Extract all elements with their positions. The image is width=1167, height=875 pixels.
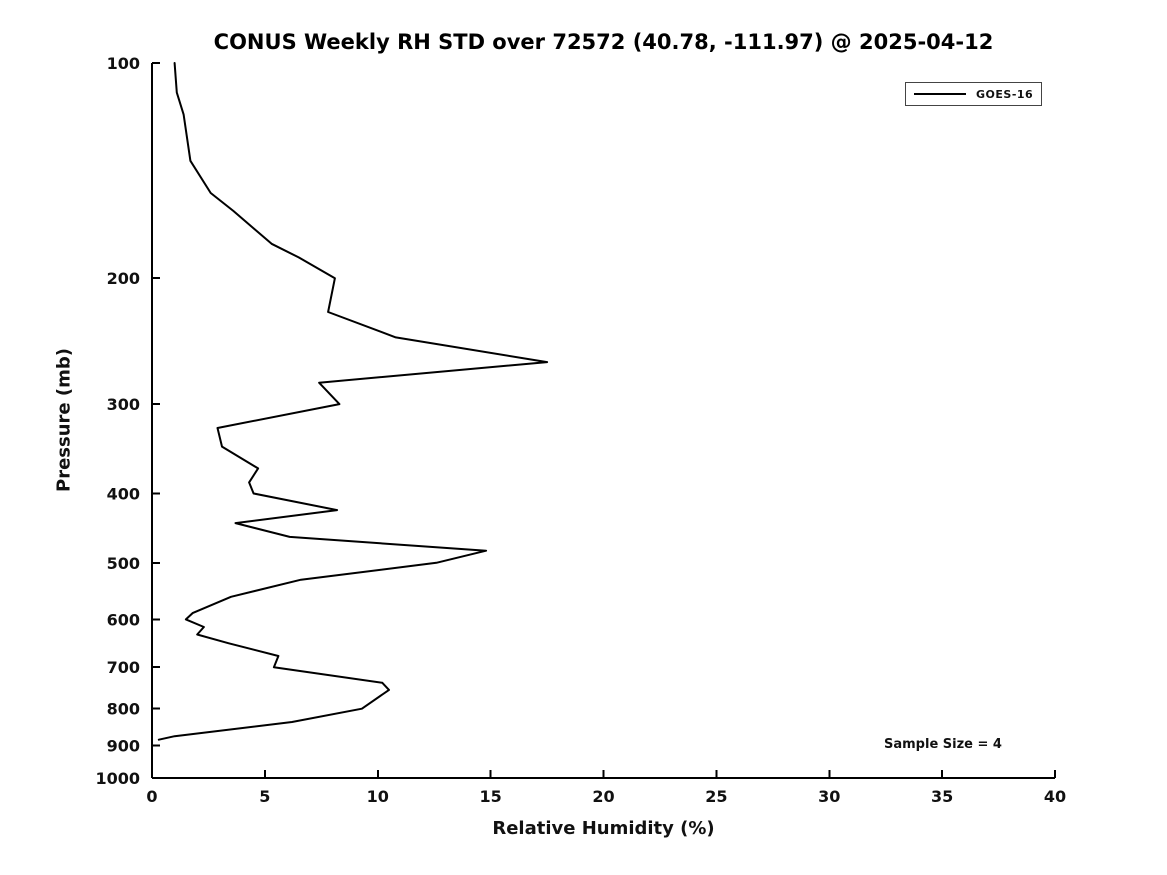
y-tick-label: 300 xyxy=(107,395,140,414)
y-tick-label: 700 xyxy=(107,658,140,677)
legend: GOES-16 xyxy=(905,82,1042,106)
x-tick-label: 25 xyxy=(705,787,727,806)
x-tick-label: 30 xyxy=(818,787,840,806)
y-tick-label: 200 xyxy=(107,269,140,288)
y-tick-label: 500 xyxy=(107,554,140,573)
x-axis-ticks: 0 5 10 15 20 25 30 35 40 xyxy=(146,770,1066,806)
y-tick-label: 400 xyxy=(107,484,140,503)
series-line-goes-16 xyxy=(157,62,549,741)
x-tick-label: 0 xyxy=(146,787,157,806)
y-tick-label: 800 xyxy=(107,700,140,719)
sample-size-annotation: Sample Size = 4 xyxy=(884,737,1002,752)
x-tick-label: 10 xyxy=(367,787,389,806)
y-tick-label: 900 xyxy=(107,736,140,755)
x-tick-label: 5 xyxy=(259,787,270,806)
axes xyxy=(151,63,1055,779)
x-tick-label: 20 xyxy=(592,787,614,806)
x-tick-label: 15 xyxy=(479,787,501,806)
x-axis-label: Relative Humidity (%) xyxy=(492,818,715,839)
y-axis-label: Pressure (mb) xyxy=(53,348,75,492)
y-tick-label: 1000 xyxy=(95,769,140,788)
y-tick-label: 100 xyxy=(107,54,140,73)
y-tick-label: 600 xyxy=(107,610,140,629)
x-tick-label: 35 xyxy=(931,787,953,806)
y-axis-ticks: 100 200 300 400 500 600 700 800 900 1000 xyxy=(95,54,160,788)
legend-line-sample xyxy=(914,93,966,95)
x-tick-label: 40 xyxy=(1044,787,1066,806)
chart-title: CONUS Weekly RH STD over 72572 (40.78, -… xyxy=(213,30,994,54)
legend-series-label: GOES-16 xyxy=(976,87,1034,101)
